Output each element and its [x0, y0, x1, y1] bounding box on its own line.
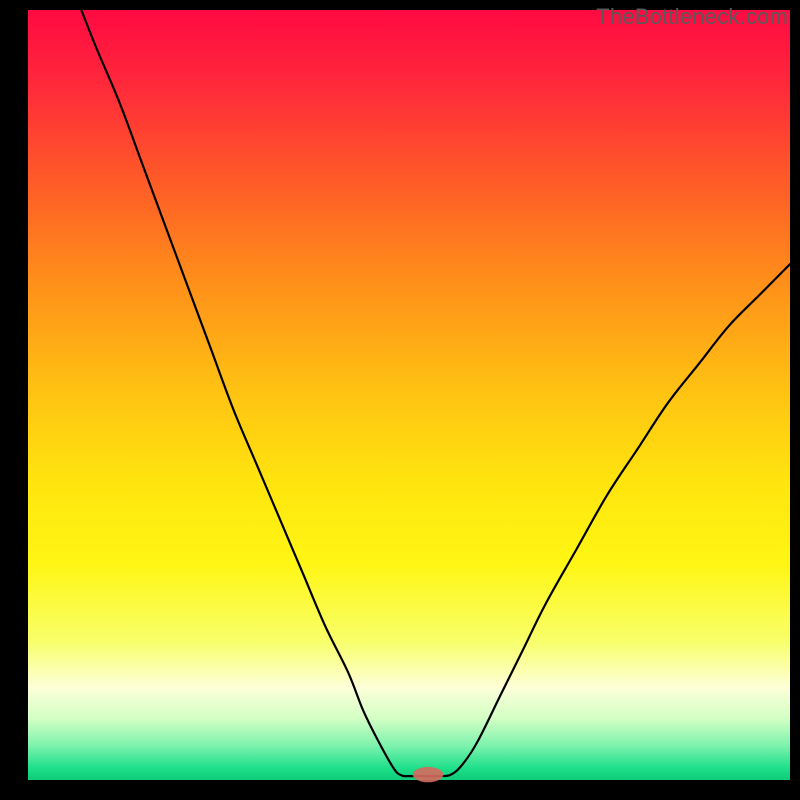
- optimal-marker: [413, 767, 443, 782]
- plot-background: [28, 10, 790, 780]
- watermark-label: TheBottleneck.com: [596, 4, 788, 30]
- bottleneck-chart: [0, 0, 800, 800]
- chart-container: TheBottleneck.com: [0, 0, 800, 800]
